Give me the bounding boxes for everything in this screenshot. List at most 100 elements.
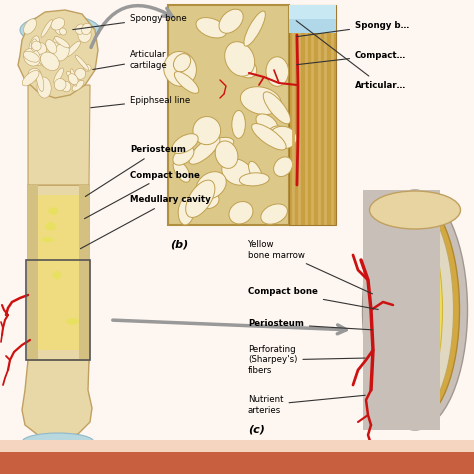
Ellipse shape: [54, 79, 66, 91]
Ellipse shape: [24, 19, 36, 34]
Ellipse shape: [370, 191, 461, 229]
Ellipse shape: [363, 190, 467, 430]
Ellipse shape: [178, 198, 194, 225]
Bar: [79, 185, 89, 360]
Ellipse shape: [71, 69, 77, 86]
Ellipse shape: [205, 137, 234, 151]
Ellipse shape: [388, 215, 443, 405]
Ellipse shape: [189, 136, 220, 164]
Bar: [363, 190, 429, 430]
Ellipse shape: [41, 19, 52, 37]
Ellipse shape: [229, 201, 253, 224]
Bar: [363, 190, 440, 430]
Polygon shape: [28, 185, 89, 395]
Ellipse shape: [37, 77, 51, 98]
Ellipse shape: [273, 157, 292, 176]
Text: Periosteum: Periosteum: [85, 146, 186, 197]
Ellipse shape: [200, 127, 214, 141]
Ellipse shape: [40, 52, 59, 71]
Ellipse shape: [53, 271, 61, 279]
Ellipse shape: [36, 71, 44, 91]
Ellipse shape: [54, 68, 64, 83]
Text: Compact bone: Compact bone: [248, 288, 378, 310]
Ellipse shape: [28, 68, 41, 81]
Ellipse shape: [239, 173, 269, 186]
Ellipse shape: [45, 222, 56, 231]
Bar: [38, 195, 79, 350]
Ellipse shape: [55, 24, 64, 35]
Ellipse shape: [46, 40, 57, 54]
Ellipse shape: [22, 433, 94, 451]
Ellipse shape: [252, 124, 286, 150]
Ellipse shape: [75, 68, 86, 79]
Text: Articular…: Articular…: [296, 21, 406, 90]
Bar: [289, 5, 336, 33]
Ellipse shape: [222, 159, 252, 185]
Bar: [363, 190, 423, 430]
Bar: [363, 190, 415, 430]
Ellipse shape: [268, 126, 292, 149]
Text: Spongy b…: Spongy b…: [297, 20, 409, 36]
Bar: [168, 5, 289, 225]
Ellipse shape: [55, 36, 70, 48]
Ellipse shape: [234, 57, 257, 78]
Ellipse shape: [66, 318, 79, 325]
Ellipse shape: [263, 92, 291, 124]
Bar: [0, 440, 474, 452]
Ellipse shape: [24, 48, 41, 66]
Ellipse shape: [193, 117, 221, 145]
Text: Perforating
(Sharpey's)
fibers: Perforating (Sharpey's) fibers: [248, 345, 365, 375]
Bar: [289, 5, 336, 19]
Bar: [0, 452, 474, 474]
Ellipse shape: [66, 41, 81, 57]
Ellipse shape: [240, 87, 281, 115]
Text: Yellow
bone marrow: Yellow bone marrow: [248, 240, 373, 294]
Ellipse shape: [270, 127, 297, 148]
Ellipse shape: [29, 36, 39, 54]
Ellipse shape: [61, 81, 71, 92]
Ellipse shape: [174, 72, 199, 93]
Bar: [28, 185, 38, 360]
Text: Spongy bone: Spongy bone: [73, 13, 187, 30]
Ellipse shape: [173, 146, 194, 165]
Polygon shape: [18, 10, 98, 98]
Text: (b): (b): [170, 239, 188, 249]
Ellipse shape: [266, 57, 289, 86]
Text: Epiphseal line: Epiphseal line: [91, 95, 190, 108]
Text: Periosteum: Periosteum: [248, 319, 372, 330]
Ellipse shape: [196, 18, 227, 38]
Ellipse shape: [51, 18, 65, 30]
Ellipse shape: [31, 39, 37, 52]
Ellipse shape: [215, 141, 238, 168]
Ellipse shape: [186, 180, 215, 218]
Ellipse shape: [38, 54, 48, 66]
Text: Compact…: Compact…: [297, 51, 406, 64]
Ellipse shape: [172, 134, 198, 154]
Text: Medullary cavity: Medullary cavity: [81, 195, 211, 249]
Polygon shape: [28, 85, 90, 185]
Ellipse shape: [78, 27, 91, 43]
Ellipse shape: [75, 55, 89, 70]
Ellipse shape: [371, 198, 459, 422]
Ellipse shape: [60, 28, 66, 35]
Ellipse shape: [20, 15, 100, 45]
Ellipse shape: [23, 51, 39, 62]
Ellipse shape: [53, 36, 62, 53]
Ellipse shape: [32, 48, 44, 65]
Ellipse shape: [225, 42, 255, 76]
Ellipse shape: [48, 207, 58, 215]
Ellipse shape: [164, 52, 196, 86]
Text: Nutrient
arteries: Nutrient arteries: [248, 395, 365, 415]
Ellipse shape: [199, 192, 219, 209]
Ellipse shape: [37, 48, 47, 60]
Text: Compact bone: Compact bone: [84, 171, 200, 219]
Ellipse shape: [173, 54, 191, 72]
Ellipse shape: [68, 73, 78, 85]
Ellipse shape: [376, 204, 454, 416]
Ellipse shape: [66, 71, 75, 81]
Bar: [289, 5, 336, 225]
Ellipse shape: [33, 42, 46, 55]
Ellipse shape: [42, 237, 54, 242]
Ellipse shape: [59, 52, 66, 59]
Ellipse shape: [54, 44, 69, 61]
